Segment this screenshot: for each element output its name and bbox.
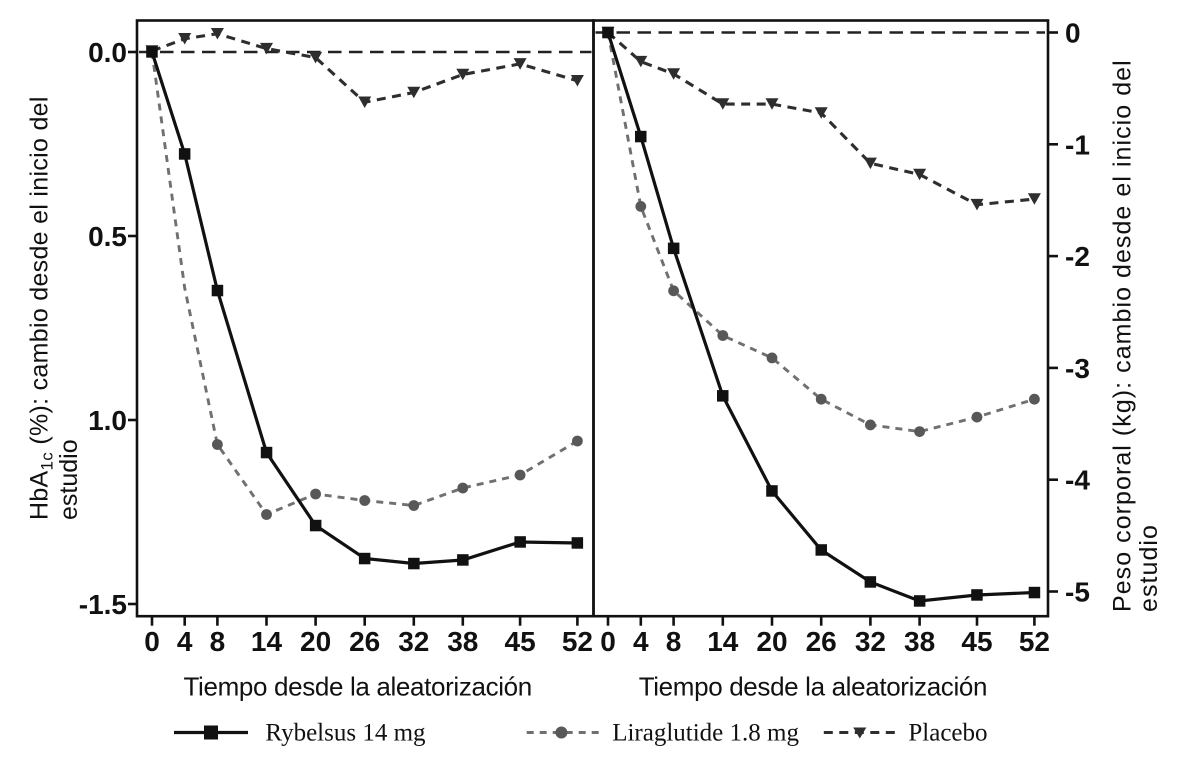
svg-text:Tiempo desde la aleatorización: Tiempo desde la aleatorización [639, 672, 987, 702]
svg-text:estudio: estudio [55, 439, 83, 520]
svg-text:32: 32 [855, 626, 886, 657]
svg-text:32: 32 [398, 626, 429, 657]
svg-text:45: 45 [961, 626, 992, 657]
svg-text:52: 52 [1019, 626, 1050, 657]
svg-text:Liraglutide 1.8 mg: Liraglutide 1.8 mg [612, 720, 799, 747]
svg-text:45: 45 [505, 626, 536, 657]
svg-text:Tiempo desde la aleatorización: Tiempo desde la aleatorización [183, 672, 531, 702]
svg-text:20: 20 [300, 626, 331, 657]
svg-text:14: 14 [251, 626, 283, 657]
svg-text:26: 26 [349, 626, 380, 657]
svg-text:-1: -1 [1065, 129, 1090, 160]
svg-text:0.5: 0.5 [88, 221, 127, 252]
svg-text:0: 0 [144, 626, 160, 657]
svg-text:-4: -4 [1065, 465, 1090, 496]
svg-text:Rybelsus 14 mg: Rybelsus 14 mg [265, 720, 426, 747]
svg-text:8: 8 [666, 626, 682, 657]
svg-text:0: 0 [1065, 18, 1081, 49]
svg-text:HbA1c (%): cambio desde el ini: HbA1c (%): cambio desde el inicio del [26, 96, 57, 520]
svg-text:-5: -5 [1065, 577, 1090, 608]
svg-text:-1.5: -1.5 [79, 589, 127, 620]
svg-text:20: 20 [756, 626, 787, 657]
svg-text:-3: -3 [1065, 353, 1090, 384]
svg-text:4: 4 [633, 626, 649, 657]
svg-text:26: 26 [806, 626, 837, 657]
svg-text:1.0: 1.0 [88, 405, 127, 436]
svg-text:8: 8 [210, 626, 226, 657]
svg-text:52: 52 [562, 626, 593, 657]
svg-text:38: 38 [904, 626, 935, 657]
svg-text:0.0: 0.0 [88, 37, 127, 68]
svg-text:4: 4 [177, 626, 193, 657]
svg-text:estudio: estudio [1135, 524, 1163, 612]
svg-text:Peso corporal (kg): cambio des: Peso corporal (kg): cambio desde el inic… [1109, 59, 1137, 612]
svg-text:Placebo: Placebo [908, 720, 987, 747]
svg-text:14: 14 [707, 626, 739, 657]
svg-text:-2: -2 [1065, 241, 1090, 272]
svg-text:38: 38 [447, 626, 478, 657]
svg-text:0: 0 [600, 626, 616, 657]
